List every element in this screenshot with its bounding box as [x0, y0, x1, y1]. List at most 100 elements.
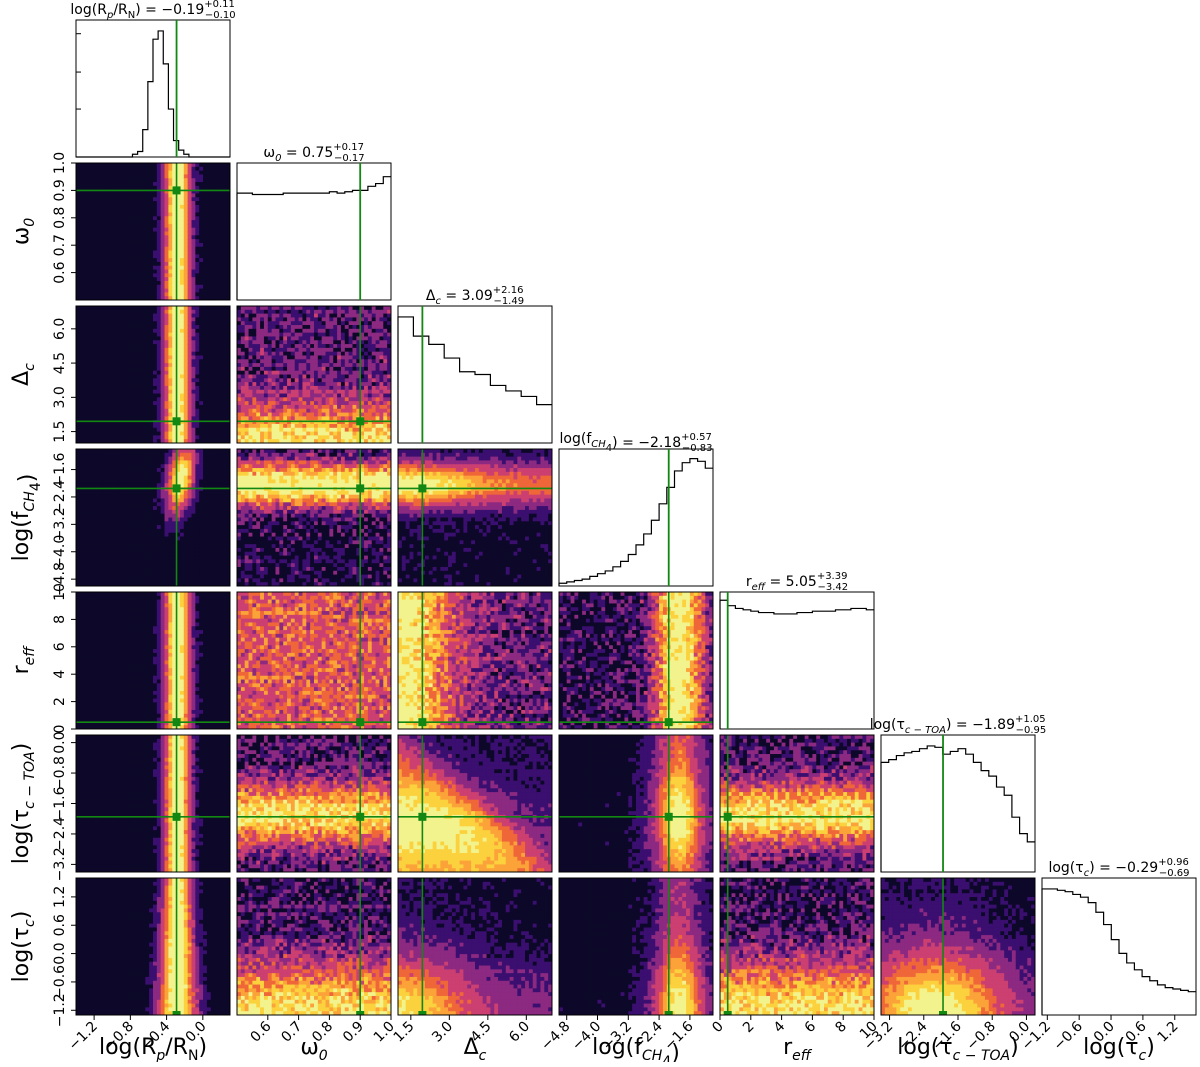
density-cell: [111, 228, 115, 232]
density-cell: [276, 317, 280, 321]
density-cell: [126, 209, 130, 213]
density-cell: [180, 405, 184, 409]
density-cell: [107, 533, 111, 537]
density-cell: [91, 243, 95, 247]
density-cell: [111, 367, 115, 371]
density-cell: [138, 375, 142, 379]
density-cell: [122, 559, 126, 563]
density-cell: [291, 378, 295, 382]
density-cell: [111, 556, 115, 560]
density-cell: [222, 306, 226, 310]
density-cell: [138, 510, 142, 514]
density-cell: [80, 285, 84, 289]
density-cell: [353, 306, 357, 310]
density-cell: [138, 352, 142, 356]
density-cell: [103, 333, 107, 337]
density-cell: [314, 428, 318, 432]
density-cell: [134, 460, 138, 464]
density-cell: [180, 416, 184, 420]
density-cell: [211, 416, 215, 420]
density-cell: [80, 397, 84, 401]
density-cell: [130, 232, 134, 236]
density-cell: [310, 424, 314, 428]
density-cell: [130, 266, 134, 270]
density-cell: [283, 329, 287, 333]
density-cell: [199, 409, 203, 413]
density-cell: [95, 464, 99, 468]
density-cell: [249, 340, 253, 344]
density-cell: [138, 495, 142, 499]
density-cell: [122, 401, 126, 405]
density-cell: [91, 382, 95, 386]
density-cell: [107, 390, 111, 394]
density-cell: [88, 254, 92, 258]
density-cell: [207, 336, 211, 340]
density-cell: [276, 375, 280, 379]
density-cell: [306, 344, 310, 348]
density-cell: [107, 178, 111, 182]
density-cell: [237, 416, 241, 420]
density-cell: [95, 378, 99, 382]
density-cell: [134, 506, 138, 510]
density-cell: [260, 416, 264, 420]
density-cell: [130, 355, 134, 359]
density-cell: [134, 514, 138, 518]
density-cell: [161, 355, 165, 359]
density-cell: [279, 375, 283, 379]
density-cell: [379, 306, 383, 310]
density-cell: [138, 533, 142, 537]
density-cell: [168, 270, 172, 274]
density-cell: [180, 266, 184, 270]
density-cell: [222, 401, 226, 405]
density-cell: [207, 333, 211, 337]
density-cell: [272, 386, 276, 390]
density-cell: [134, 476, 138, 480]
density-cell: [103, 476, 107, 480]
density-cell: [141, 359, 145, 363]
density-cell: [215, 435, 219, 439]
density-cell: [99, 578, 103, 582]
density-cell: [168, 163, 172, 167]
density-cell: [99, 476, 103, 480]
density-cell: [383, 310, 387, 314]
density-cell: [341, 340, 345, 344]
density-cell: [268, 325, 272, 329]
density-cell: [91, 563, 95, 567]
density-cell: [134, 575, 138, 579]
density-cell: [372, 382, 376, 386]
density-cell: [188, 247, 192, 251]
density-cell: [157, 333, 161, 337]
density-cell: [145, 224, 149, 228]
density-cell: [184, 216, 188, 220]
density-cell: [103, 285, 107, 289]
density-cell: [349, 336, 353, 340]
density-cell: [122, 390, 126, 394]
density-cell: [341, 424, 345, 428]
density-cell: [91, 216, 95, 220]
density-cell: [241, 325, 245, 329]
density-cell: [207, 405, 211, 409]
density-cell: [310, 336, 314, 340]
density-cell: [84, 167, 88, 171]
density-cell: [153, 329, 157, 333]
density-cell: [80, 479, 84, 483]
density-cell: [111, 167, 115, 171]
density-cell: [272, 310, 276, 314]
density-cell: [118, 235, 122, 239]
density-cell: [184, 239, 188, 243]
density-cell: [368, 317, 372, 321]
density-cell: [215, 325, 219, 329]
density-cell: [376, 401, 380, 405]
density-cell: [118, 254, 122, 258]
density-cell: [141, 317, 145, 321]
density-cell: [134, 277, 138, 281]
density-cell: [306, 428, 310, 432]
density-cell: [207, 306, 211, 310]
density-cell: [192, 386, 196, 390]
density-cell: [134, 336, 138, 340]
density-cell: [314, 355, 318, 359]
density-cell: [322, 371, 326, 375]
density-cell: [145, 201, 149, 205]
density-cell: [211, 235, 215, 239]
density-cell: [260, 333, 264, 337]
